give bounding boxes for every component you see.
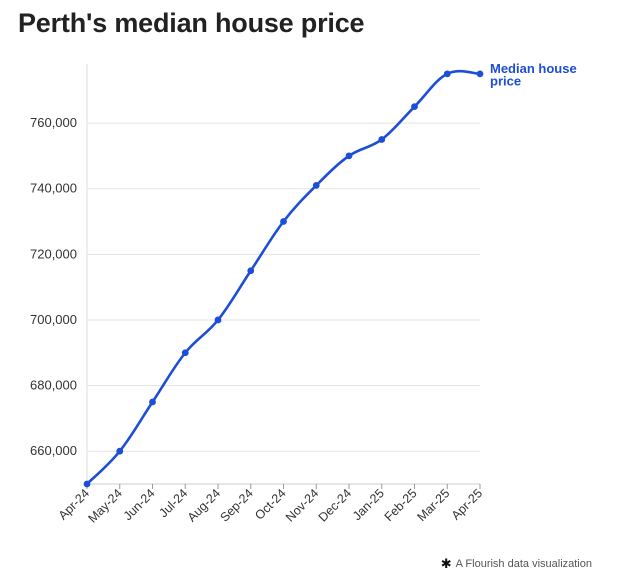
data-point[interactable] (116, 447, 124, 455)
x-tick-label: Nov-24 (283, 486, 321, 524)
x-tick-label: May-24 (85, 486, 124, 525)
x-tick-label: Feb-25 (382, 486, 420, 524)
data-point[interactable] (83, 480, 91, 488)
data-point[interactable] (181, 349, 189, 357)
data-point[interactable] (149, 398, 156, 406)
y-tick-label: 660,000 (30, 443, 77, 458)
x-tick-label: Aug-24 (185, 486, 223, 524)
series-line (86, 69, 481, 485)
data-point[interactable] (280, 218, 287, 225)
series-label: Median house price (490, 61, 577, 89)
gridlines (87, 122, 480, 452)
flourish-credit[interactable]: ✱ A Flourish data visualization (441, 556, 592, 572)
x-tick-label: Dec-24 (316, 486, 354, 524)
y-tick-label: 740,000 (30, 181, 77, 196)
data-point[interactable] (443, 70, 451, 78)
x-tick-label: Apr-25 (449, 486, 485, 522)
data-point[interactable] (411, 103, 418, 111)
y-tick-label: 760,000 (30, 115, 77, 130)
y-axis: 660,000 680,000 700,000 720,000 740,000 760,0… (30, 64, 88, 484)
data-point[interactable] (378, 136, 386, 143)
data-point[interactable] (247, 267, 255, 275)
x-tick-label: Jan-25 (350, 486, 387, 523)
data-point[interactable] (345, 152, 353, 160)
x-tick-label: Jun-24 (121, 486, 158, 523)
data-point[interactable] (312, 182, 320, 189)
credit-text: A Flourish data visualization (455, 558, 592, 570)
series-layer: Median house price (83, 61, 577, 488)
x-tick-label: Oct-24 (252, 486, 288, 522)
series-label-line: Median house (490, 61, 577, 76)
x-tick-label: Mar-25 (414, 486, 452, 524)
y-tick-label: 680,000 (30, 378, 77, 393)
chart-title: Perth's median house price (18, 8, 365, 38)
flourish-asterisk-icon: ✱ (440, 556, 452, 571)
series-label-line: price (490, 73, 521, 88)
y-tick-label: 700,000 (30, 312, 77, 327)
x-tick-label: Sep-24 (217, 486, 255, 524)
y-tick-label: 720,000 (30, 246, 77, 261)
data-point[interactable] (476, 70, 484, 78)
data-point[interactable] (214, 316, 222, 324)
x-axis: Apr-24May-24Jun-24Jul-24Aug-24Sep-24Oct-… (56, 483, 485, 526)
